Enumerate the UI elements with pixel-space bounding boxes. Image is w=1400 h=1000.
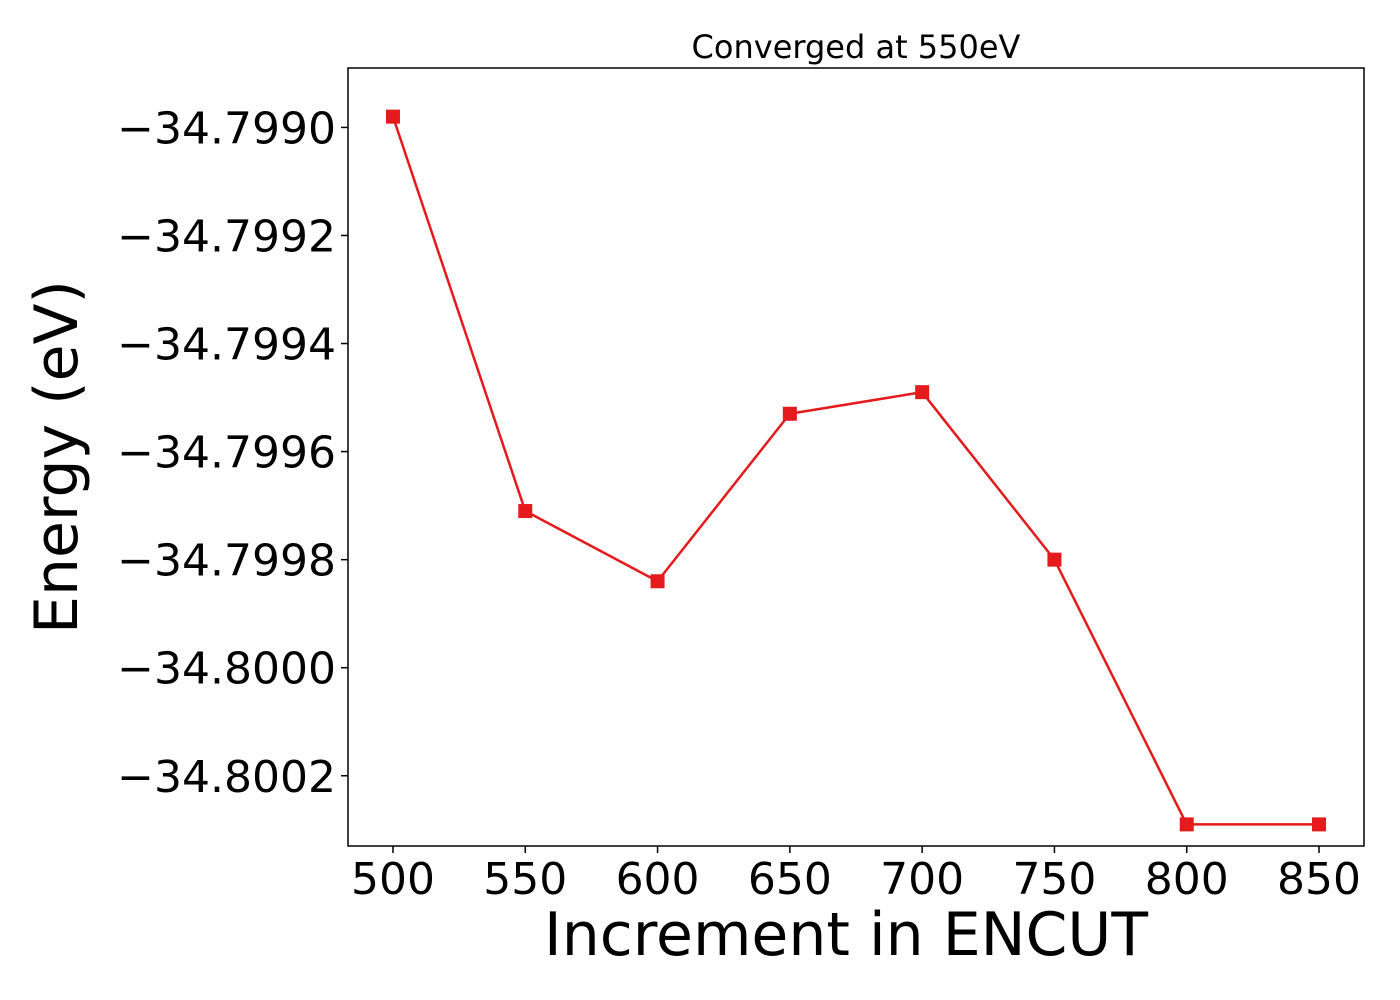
x-tick-label: 650 <box>748 854 832 905</box>
series-line <box>391 116 1320 826</box>
y-tick-label: −34.8002 <box>117 752 336 803</box>
data-point-marker <box>650 574 665 589</box>
y-tick-label: −34.8000 <box>117 644 336 695</box>
axes-frame <box>347 67 1365 847</box>
plot-area <box>385 109 1327 832</box>
data-point-marker <box>518 504 533 519</box>
y-tick-label: −34.7994 <box>117 320 336 371</box>
data-point-marker <box>782 406 797 421</box>
y-axis-label: Energy (eV) <box>22 280 92 634</box>
x-tick-label: 700 <box>880 854 964 905</box>
x-tick-label: 550 <box>483 854 567 905</box>
x-tick-label: 850 <box>1277 854 1361 905</box>
x-tick-label: 500 <box>351 854 435 905</box>
x-tick-label: 600 <box>616 854 700 905</box>
y-axis: −34.7990 −34.7992 −34.7994 −34.7996 −34.7998… <box>117 103 348 803</box>
y-tick-label: −34.7992 <box>117 211 336 262</box>
data-point-marker <box>1047 552 1062 567</box>
data-point-marker <box>1179 817 1194 832</box>
data-point-marker <box>385 109 400 124</box>
x-tick-label: 750 <box>1012 854 1096 905</box>
chart-title: Converged at 550eV <box>692 28 1021 66</box>
y-tick-label: −34.7990 <box>117 103 336 154</box>
data-point-marker <box>1312 817 1327 832</box>
y-tick-label: −34.7998 <box>117 536 336 587</box>
x-axis: 500 550 600 650 700 750 800 850 <box>351 846 1361 905</box>
x-axis-label: Increment in ENCUT <box>544 900 1148 970</box>
x-tick-label: 800 <box>1145 854 1229 905</box>
data-point-marker <box>915 385 930 400</box>
y-tick-label: −34.7996 <box>117 428 336 479</box>
